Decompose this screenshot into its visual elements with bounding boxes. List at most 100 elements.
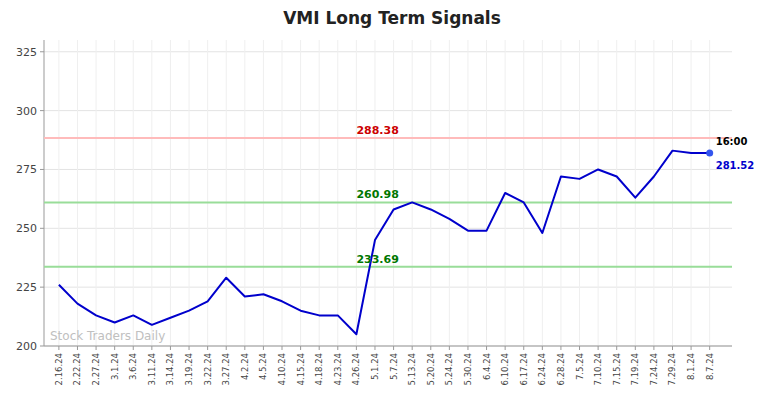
end-value-label: 281.52	[716, 160, 755, 171]
x-tick	[467, 346, 468, 350]
x-tick	[579, 346, 580, 350]
reference-line	[44, 266, 732, 268]
y-axis-line	[44, 40, 45, 346]
x-tick-label: 4.2.24	[240, 353, 250, 380]
x-tick	[263, 346, 264, 350]
x-tick	[77, 346, 78, 350]
x-grid-line	[319, 40, 320, 346]
x-tick-label: 6.17.24	[519, 353, 529, 385]
x-tick	[58, 346, 59, 350]
reference-line	[44, 137, 732, 139]
x-tick	[598, 346, 599, 350]
x-tick-label: 3.22.24	[203, 353, 213, 385]
x-tick-label: 7.29.24	[667, 353, 677, 385]
x-tick-label: 4.10.24	[277, 353, 287, 385]
y-axis: 200225250275300325	[16, 46, 44, 353]
x-tick	[616, 346, 617, 350]
x-grid-line	[560, 40, 561, 346]
y-tick	[40, 346, 44, 347]
x-tick	[189, 346, 190, 350]
x-tick-label: 6.10.24	[500, 353, 510, 385]
y-grid-line	[44, 346, 732, 347]
x-grid-line	[653, 40, 654, 346]
x-axis: 2.16.242.22.242.27.243.1.243.6.243.11.24…	[54, 346, 715, 385]
x-tick	[709, 346, 710, 350]
x-tick	[170, 346, 171, 350]
x-tick-label: 2.27.24	[91, 353, 101, 385]
x-tick	[412, 346, 413, 350]
x-tick	[449, 346, 450, 350]
x-tick-label: 4.15.24	[296, 353, 306, 385]
x-tick	[282, 346, 283, 350]
y-tick	[40, 169, 44, 170]
x-tick-label: 5.30.24	[463, 353, 473, 385]
y-tick-label: 300	[16, 105, 37, 118]
x-tick	[393, 346, 394, 350]
y-grid-line	[44, 228, 732, 229]
reference-label: 260.98	[356, 188, 398, 201]
x-tick-label: 3.1.24	[110, 353, 120, 380]
y-grid-line	[44, 51, 732, 52]
x-grid-line	[151, 40, 152, 346]
y-tick-label: 200	[16, 340, 37, 353]
x-tick	[114, 346, 115, 350]
x-tick-label: 5.20.24	[426, 353, 436, 385]
x-tick	[691, 346, 692, 350]
x-tick	[226, 346, 227, 350]
x-tick	[672, 346, 673, 350]
y-tick	[40, 51, 44, 52]
x-grid-line	[412, 40, 413, 346]
x-tick	[653, 346, 654, 350]
x-tick-label: 4.26.24	[351, 353, 361, 385]
x-tick-label: 6.24.24	[537, 353, 547, 385]
end-dot	[706, 149, 713, 156]
x-tick	[207, 346, 208, 350]
y-grid-line	[44, 169, 732, 170]
x-grid-line	[672, 40, 673, 346]
x-tick	[523, 346, 524, 350]
x-tick	[244, 346, 245, 350]
x-tick-label: 5.7.24	[389, 353, 399, 380]
x-tick	[96, 346, 97, 350]
x-grid-line	[337, 40, 338, 346]
end-time-label: 16:00	[716, 136, 748, 147]
x-tick-label: 3.27.24	[221, 353, 231, 385]
y-tick-label: 225	[16, 281, 37, 294]
x-grid-line	[58, 40, 59, 346]
x-tick-label: 6.4.24	[482, 353, 492, 380]
chart: VMI Long Term Signals2002252502753003252…	[0, 0, 784, 398]
x-tick	[635, 346, 636, 350]
x-grid-line	[598, 40, 599, 346]
x-tick	[486, 346, 487, 350]
x-grid-line	[226, 40, 227, 346]
x-tick-label: 7.5.24	[575, 353, 585, 380]
reference-label: 288.38	[356, 124, 398, 137]
grid	[44, 40, 732, 346]
x-tick-label: 3.14.24	[165, 353, 175, 385]
x-grid-line	[709, 40, 710, 346]
x-tick-label: 8.1.24	[686, 353, 696, 380]
x-tick-label: 7.19.24	[630, 353, 640, 385]
x-tick	[133, 346, 134, 350]
x-tick	[356, 346, 357, 350]
x-grid-line	[616, 40, 617, 346]
x-tick	[337, 346, 338, 350]
y-grid-line	[44, 110, 732, 111]
x-tick-label: 5.24.24	[444, 353, 454, 385]
x-tick-label: 7.15.24	[612, 353, 622, 385]
x-tick-label: 2.22.24	[72, 353, 82, 385]
x-grid-line	[170, 40, 171, 346]
x-tick-label: 5.1.24	[370, 353, 380, 380]
title: VMI Long Term Signals	[283, 8, 501, 28]
plot-area	[44, 138, 732, 334]
x-grid-line	[523, 40, 524, 346]
x-grid-line	[486, 40, 487, 346]
x-tick-label: 4.18.24	[314, 353, 324, 385]
x-tick-label: 4.23.24	[333, 353, 343, 385]
x-grid-line	[133, 40, 134, 346]
y-tick-label: 325	[16, 46, 37, 59]
line	[59, 151, 710, 335]
x-tick-label: 5.13.24	[407, 353, 417, 385]
x-grid-line	[263, 40, 264, 346]
x-tick-label: 7.10.24	[593, 353, 603, 385]
